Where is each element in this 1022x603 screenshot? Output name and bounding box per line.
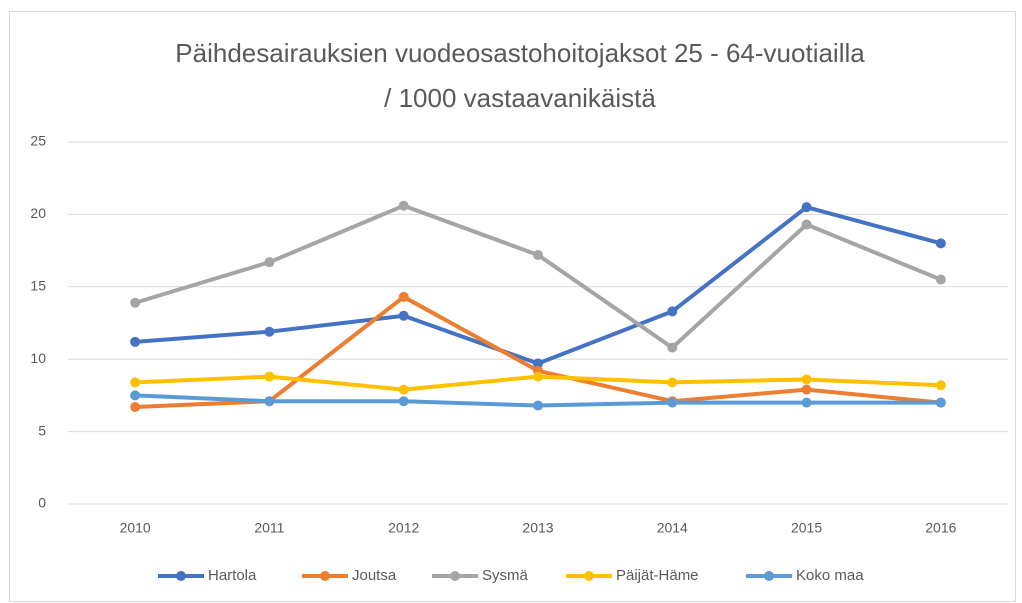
x-tick-label: 2012 <box>388 520 419 536</box>
y-tick-label: 5 <box>38 422 46 438</box>
y-tick-label: 20 <box>30 205 46 221</box>
x-tick-label: 2010 <box>120 520 151 536</box>
data-point <box>398 384 409 395</box>
data-point <box>533 249 543 260</box>
data-point <box>130 336 141 347</box>
data-point <box>264 257 275 268</box>
data-point <box>533 358 543 369</box>
data-point <box>398 291 409 302</box>
data-point <box>130 297 141 308</box>
legend-marker <box>764 571 774 581</box>
data-point <box>801 384 812 395</box>
x-tick-label: 2015 <box>791 520 822 536</box>
data-point <box>398 396 409 407</box>
data-point <box>935 380 946 391</box>
data-point <box>264 326 275 337</box>
data-point <box>935 274 946 285</box>
x-tick-label: 2013 <box>522 520 553 536</box>
y-tick-label: 10 <box>30 350 46 366</box>
data-point <box>130 401 141 412</box>
data-point <box>667 306 678 317</box>
y-tick-label: 25 <box>30 133 46 149</box>
data-point <box>398 200 409 211</box>
legend-marker <box>584 571 594 581</box>
y-tick-label: 15 <box>30 278 46 294</box>
data-point <box>398 310 409 321</box>
legend-label: Hartola <box>208 567 257 584</box>
data-point <box>801 397 812 408</box>
legend-marker <box>176 571 186 581</box>
legend-marker <box>450 571 460 581</box>
data-point <box>801 202 812 213</box>
legend-label: Päijät-Häme <box>616 567 699 584</box>
legend-label: Koko maa <box>796 567 864 584</box>
x-tick-label: 2016 <box>925 520 956 536</box>
data-point <box>667 397 678 408</box>
legend-marker <box>320 571 330 581</box>
data-point <box>801 374 812 385</box>
data-point <box>801 219 812 230</box>
data-point <box>667 342 678 353</box>
x-tick-label: 2014 <box>657 520 688 536</box>
data-point <box>935 238 946 249</box>
y-tick-label: 0 <box>38 495 46 511</box>
data-point <box>533 400 543 411</box>
legend-label: Sysmä <box>482 567 529 584</box>
data-point <box>264 371 275 382</box>
chart-frame <box>9 11 1016 602</box>
data-point <box>264 396 275 407</box>
x-tick-label: 2011 <box>254 520 284 536</box>
chart-title: Päihdesairauksien vuodeosastohoitojaksot… <box>175 38 865 68</box>
data-point <box>935 397 946 408</box>
chart-title: / 1000 vastaavanikäistä <box>384 83 656 113</box>
data-point <box>130 390 141 401</box>
legend-label: Joutsa <box>352 567 397 584</box>
data-point <box>533 371 543 382</box>
data-point <box>667 377 678 388</box>
data-point <box>130 377 141 388</box>
